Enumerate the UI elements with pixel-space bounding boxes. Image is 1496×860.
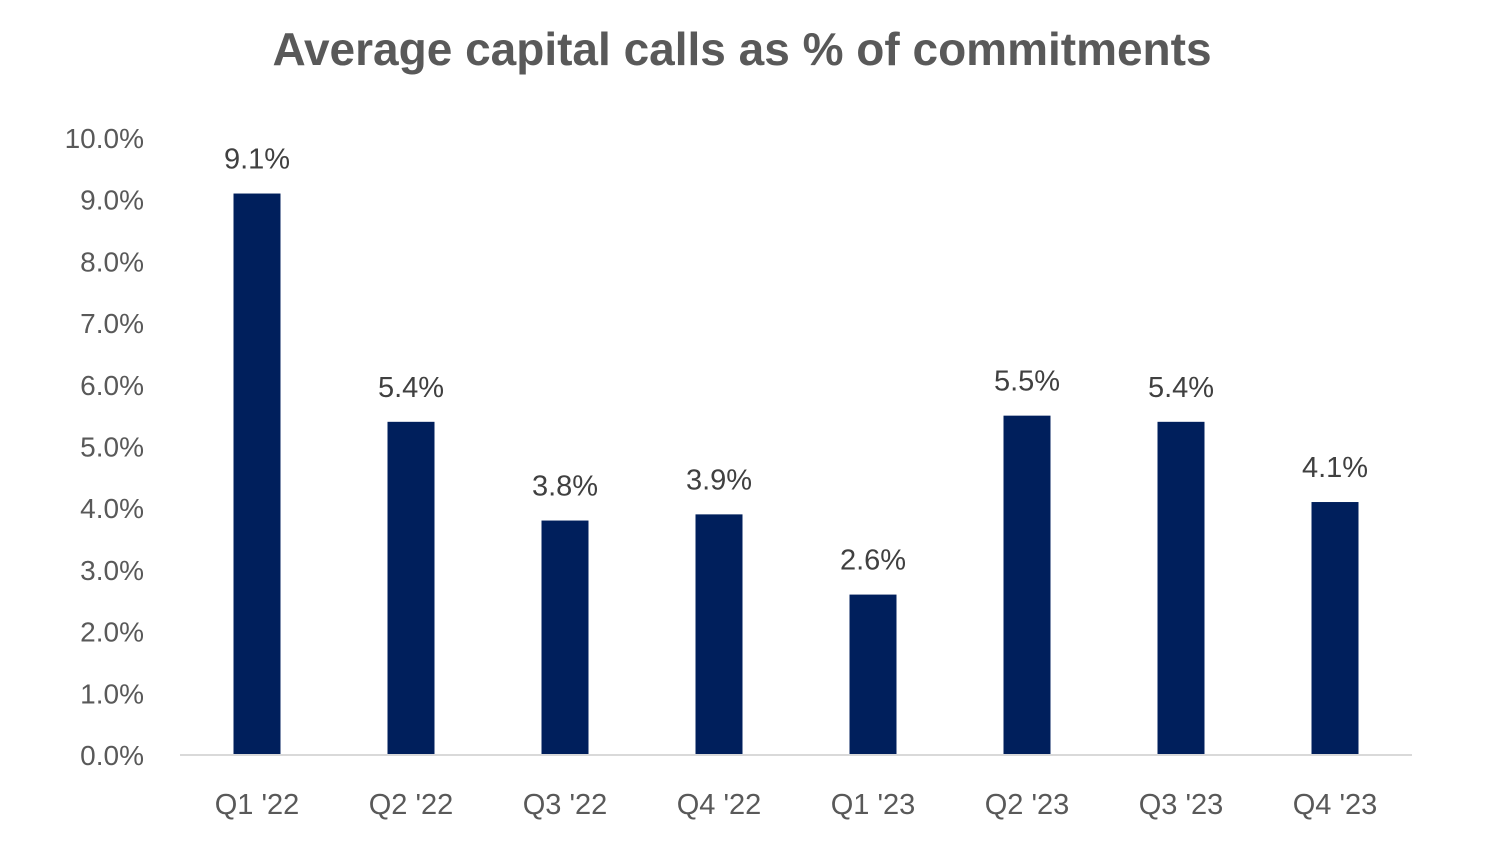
y-tick-label: 4.0% <box>80 493 144 524</box>
x-tick-label: Q1 '23 <box>831 789 916 821</box>
data-label: 5.4% <box>378 372 444 404</box>
y-tick-label: 6.0% <box>80 370 144 401</box>
bar <box>387 421 435 755</box>
bar <box>695 514 743 755</box>
bar <box>1157 421 1205 755</box>
bar <box>541 520 589 755</box>
data-label: 3.9% <box>686 464 752 496</box>
bar <box>233 193 281 755</box>
x-tick-label: Q1 '22 <box>215 789 300 821</box>
bar <box>1311 502 1359 755</box>
y-tick-label: 7.0% <box>80 308 144 339</box>
data-label: 9.1% <box>224 144 290 176</box>
bar <box>1003 415 1051 755</box>
data-label: 3.8% <box>532 471 598 503</box>
data-label: 5.4% <box>1148 372 1214 404</box>
bar <box>849 594 897 755</box>
data-label: 5.5% <box>994 366 1060 398</box>
x-tick-label: Q4 '23 <box>1293 789 1378 821</box>
y-tick-label: 1.0% <box>80 678 144 709</box>
y-tick-label: 10.0% <box>65 123 144 154</box>
data-label: 4.1% <box>1302 452 1368 484</box>
y-tick-label: 8.0% <box>80 246 144 277</box>
y-tick-label: 2.0% <box>80 617 144 648</box>
y-tick-label: 9.0% <box>80 185 144 216</box>
y-tick-label: 0.0% <box>80 740 144 771</box>
y-tick-label: 3.0% <box>80 555 144 586</box>
chart-title: Average capital calls as % of commitment… <box>272 23 1212 75</box>
x-tick-label: Q2 '22 <box>369 789 454 821</box>
y-tick-label: 5.0% <box>80 432 144 463</box>
x-tick-label: Q3 '23 <box>1139 789 1224 821</box>
x-tick-label: Q2 '23 <box>985 789 1070 821</box>
x-tick-label: Q4 '22 <box>677 789 762 821</box>
x-tick-label: Q3 '22 <box>523 789 608 821</box>
data-label: 2.6% <box>840 545 906 577</box>
